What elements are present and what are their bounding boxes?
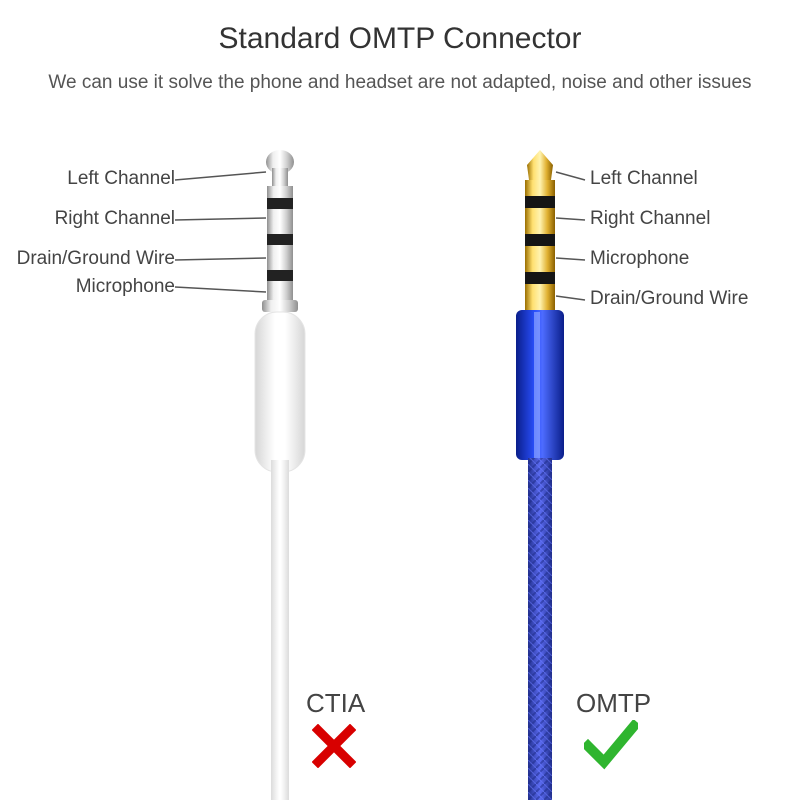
ctia-label-left-channel: Left Channel	[12, 168, 175, 190]
ctia-label-ground: Drain/Ground Wire	[12, 248, 175, 270]
omtp-name: OMTP	[576, 688, 651, 719]
omtp-label-right-channel: Right Channel	[590, 208, 710, 230]
leader-lines	[0, 0, 800, 800]
ctia-label-microphone: Microphone	[12, 276, 175, 298]
omtp-label-left-channel: Left Channel	[590, 168, 698, 190]
check-icon	[584, 720, 638, 770]
ctia-name: CTIA	[306, 688, 365, 719]
cross-icon	[312, 724, 356, 768]
omtp-label-ground: Drain/Ground Wire	[590, 288, 748, 310]
omtp-label-microphone: Microphone	[590, 248, 689, 270]
ctia-label-right-channel: Right Channel	[12, 208, 175, 230]
